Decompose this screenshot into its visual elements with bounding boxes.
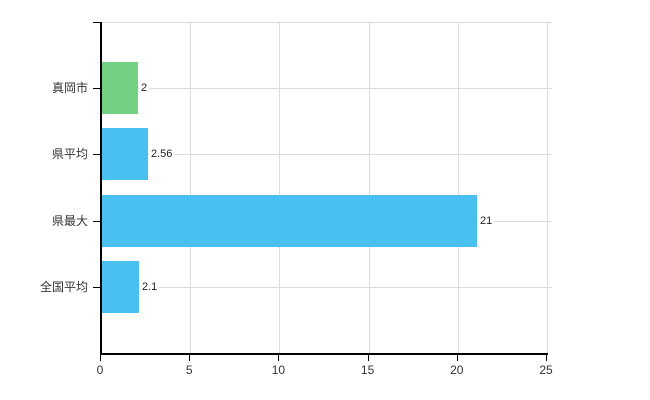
value-label: 2.56 [149,147,175,161]
x-axis-tick [189,355,191,361]
x-axis-tick [278,355,280,361]
bar [102,128,148,180]
value-label: 2 [139,81,150,95]
x-gridline [368,22,370,353]
plot-top-border [102,22,552,23]
x-tick-label: 5 [185,363,193,377]
y-axis-tick [93,88,100,89]
x-tick-label: 10 [271,363,286,377]
x-axis-tick [367,355,369,361]
bar [102,195,477,247]
x-tick-label: 0 [96,363,104,377]
y-gridline [102,287,552,288]
y-gridline [102,154,552,155]
y-axis-tick [93,221,100,222]
x-gridline [279,22,281,353]
plot-area: 2 2.56 21 2.1 [100,22,552,355]
x-tick-label: 20 [450,363,464,377]
value-label: 2.1 [140,280,160,294]
y-tick-label: 全国平均 [39,280,88,294]
bar [102,62,138,114]
value-label: 21 [478,214,495,228]
y-axis-tick [93,287,100,288]
x-axis-tick [456,355,458,361]
x-tick-label: 15 [360,363,375,377]
x-tick-label: 25 [539,363,553,377]
x-axis-tick [546,355,547,361]
x-gridline [547,22,548,353]
y-tick-label: 真岡市 [51,81,88,95]
x-axis-tick [100,355,101,361]
bar [102,261,139,313]
x-gridline [190,22,192,353]
y-tick-label: 県平均 [51,147,88,161]
y-axis-tick [93,22,100,23]
x-gridline [457,22,459,353]
y-axis-tick [93,154,100,155]
y-gridline [102,88,552,89]
y-tick-label: 県最大 [51,214,88,228]
